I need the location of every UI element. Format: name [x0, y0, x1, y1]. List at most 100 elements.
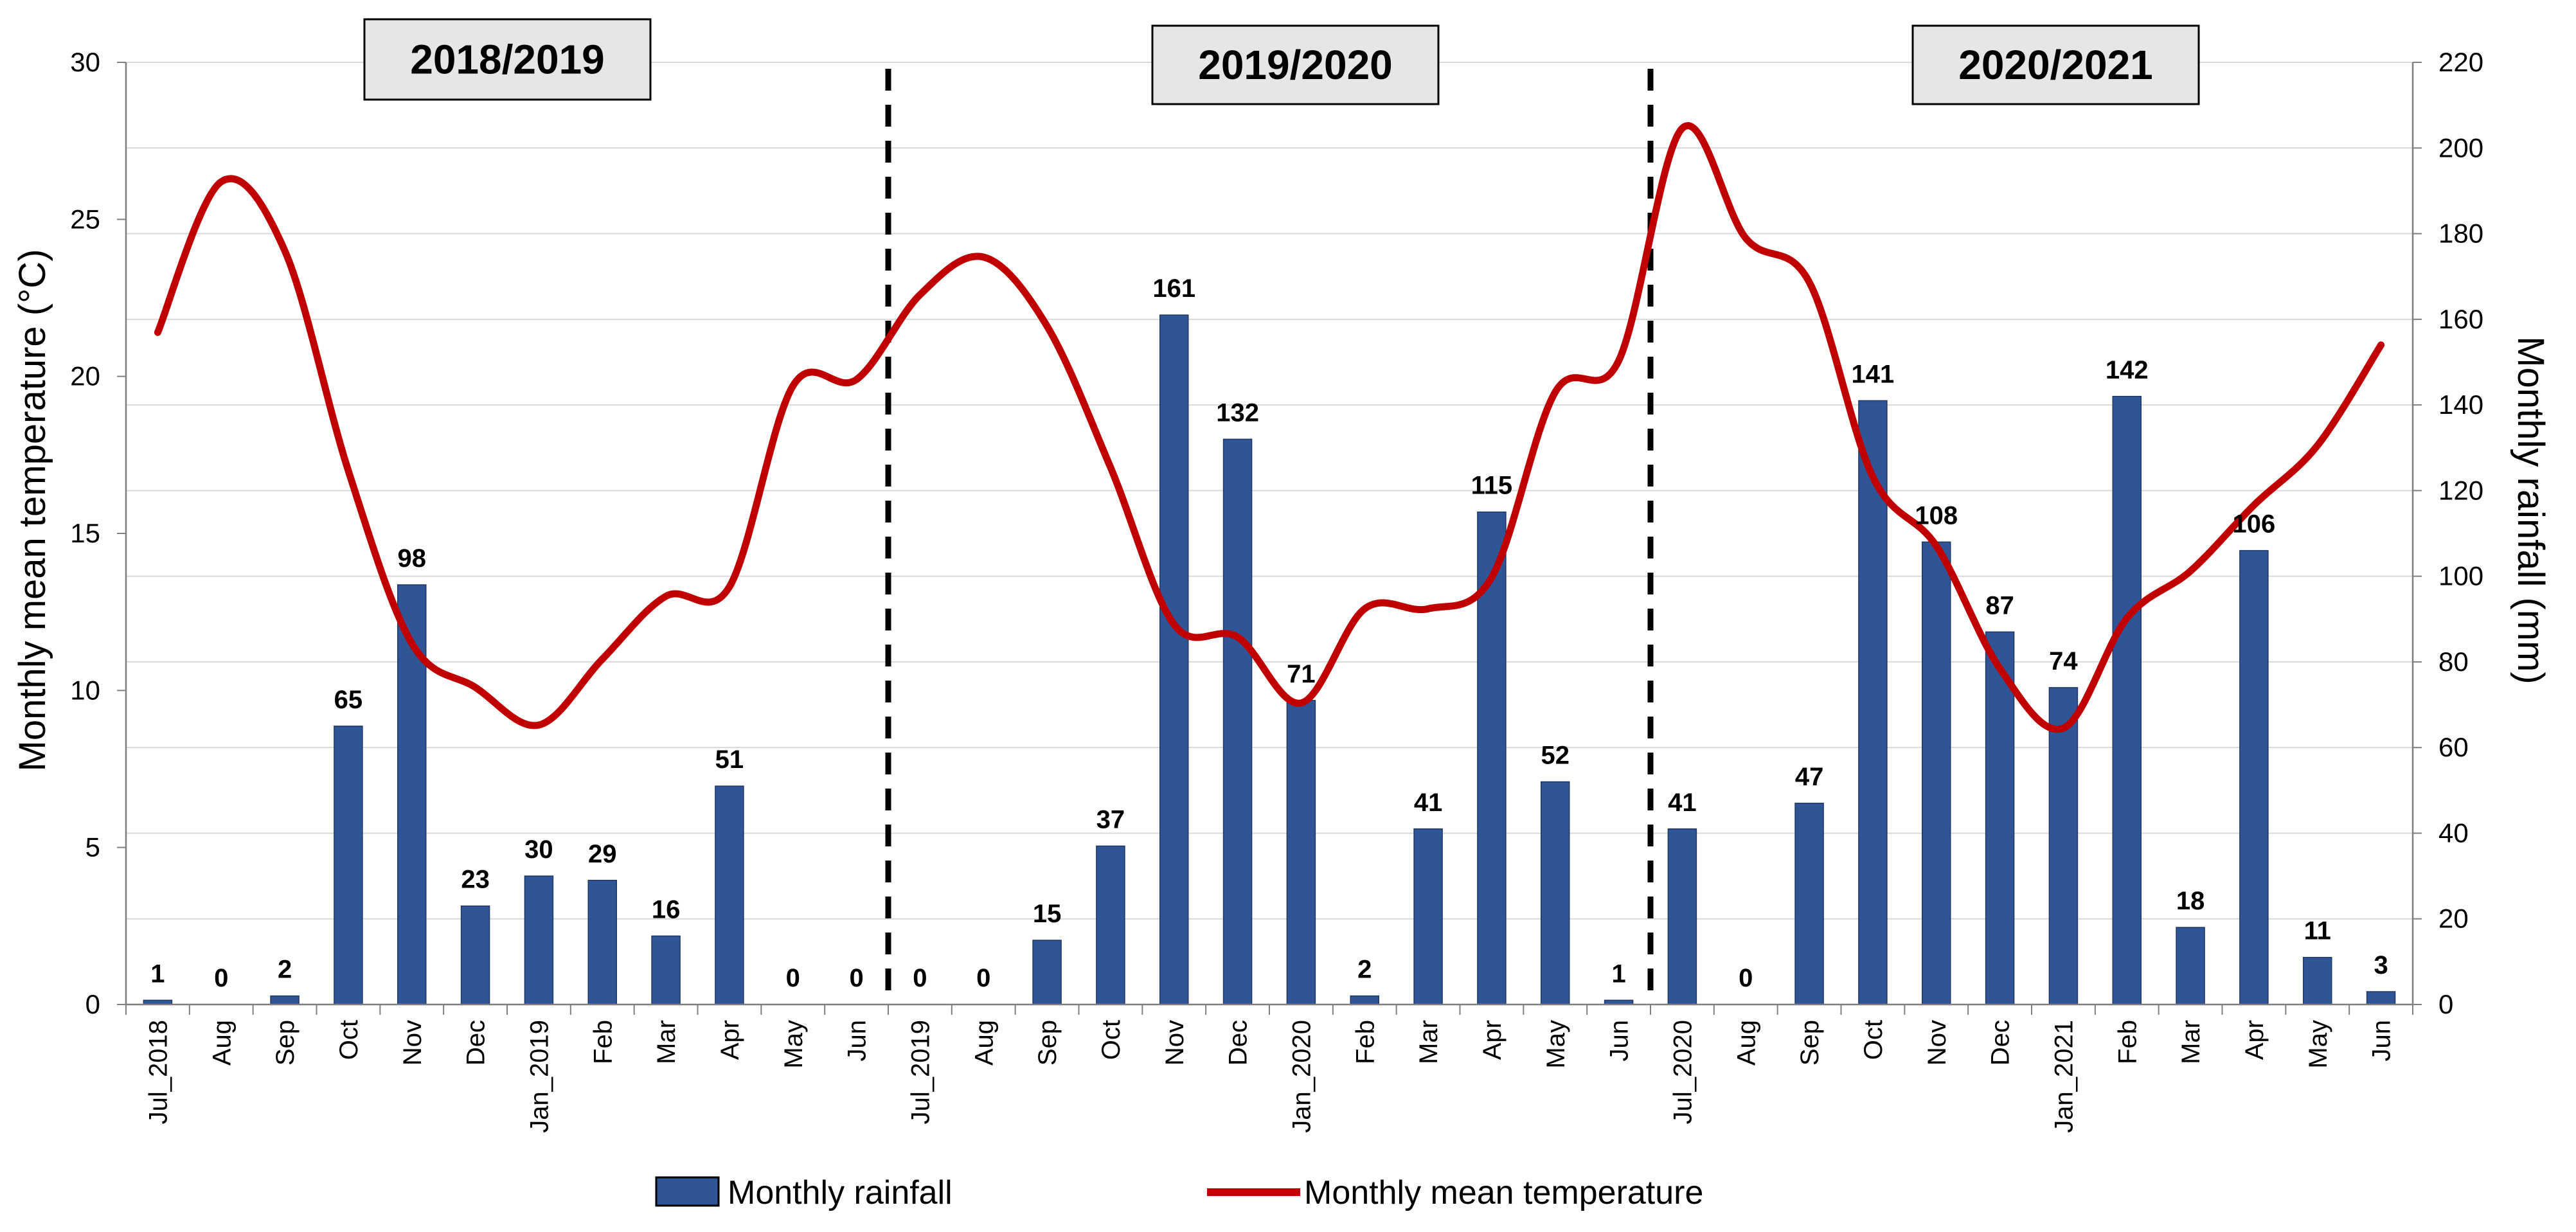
x-tick-label: Aug — [970, 1020, 998, 1066]
temperature-point — [1745, 238, 1746, 239]
axes: 0204060801001201401601802002200510152025… — [70, 47, 2483, 1133]
rainfall-data-label: 23 — [461, 866, 490, 894]
rainfall-data-label: 87 — [1985, 591, 2014, 620]
rainfall-data-label: 29 — [588, 840, 617, 868]
rainfall-data-label: 0 — [786, 964, 800, 992]
season-label: 2018/2019 — [410, 37, 605, 83]
rainfall-bar — [587, 880, 617, 1005]
x-tick-label: Jan_2020 — [1287, 1020, 1316, 1133]
rainfall-bar — [1985, 631, 2015, 1005]
y-right-tick-label: 180 — [2438, 219, 2483, 249]
y-left-tick-label: 5 — [85, 832, 100, 862]
rainfall-bar — [334, 726, 363, 1005]
x-tick-label: Sep — [271, 1020, 300, 1066]
temperature-point — [1999, 668, 2001, 669]
x-tick-label: Dec — [1987, 1020, 2015, 1066]
x-tick-label: Apr — [1478, 1020, 1507, 1060]
rainfall-bar — [1286, 700, 1316, 1005]
temperature-point — [1491, 576, 1492, 578]
y-left-tick-label: 10 — [70, 675, 100, 705]
legend-temperature-label: Monthly mean temperature — [1304, 1174, 1703, 1211]
temperature-point — [2126, 618, 2127, 619]
rainfall-bar — [1541, 781, 1570, 1005]
x-tick-label: Mar — [652, 1020, 681, 1064]
legend: Monthly rainfall Monthly mean temperatur… — [655, 1174, 1703, 1211]
temperature-point — [729, 586, 730, 587]
rainfall-data-label: 0 — [913, 964, 927, 992]
temperature-point — [284, 250, 285, 251]
y-left-tick-label: 0 — [85, 989, 100, 1019]
rainfall-data-label: 1 — [1611, 960, 1625, 988]
season-box — [1151, 24, 1440, 105]
y-right-tick-label: 160 — [2438, 304, 2483, 334]
temperature-point — [348, 470, 349, 471]
x-tick-label: Apr — [716, 1020, 744, 1060]
rainfall-bar — [1350, 995, 1379, 1005]
temperature-point — [1872, 476, 1874, 478]
rainfall-data-label: 141 — [1852, 360, 1895, 388]
rainfall-data-label: 30 — [524, 835, 553, 864]
x-tick-label: Jul_2018 — [144, 1020, 172, 1124]
y-left-tick-label: 25 — [70, 204, 100, 234]
rainfall-bar — [460, 905, 490, 1005]
rainfall-bar — [715, 785, 744, 1005]
y-right-tick-label: 140 — [2438, 389, 2483, 420]
rainfall-bar — [2176, 927, 2205, 1005]
temperature-point — [1809, 281, 1810, 283]
rainfall-data-label: 51 — [715, 745, 744, 774]
temperature-point — [538, 724, 539, 726]
x-tick-label: Sep — [1796, 1020, 1824, 1066]
season-box — [363, 18, 652, 101]
y-right-tick-label: 60 — [2438, 732, 2469, 762]
rainfall-bar — [1667, 828, 1697, 1005]
temperature-line — [154, 122, 2385, 733]
x-tick-label: Aug — [1732, 1020, 1760, 1066]
rainfall-data-label: 47 — [1795, 763, 1824, 791]
rainfall-data-label: 0 — [1739, 964, 1753, 992]
rainfall-data-label: 71 — [1287, 660, 1316, 688]
rainfall-data-label: 2 — [1357, 956, 1372, 984]
rainfall-bar — [1032, 940, 1062, 1005]
temperature-point — [665, 596, 666, 597]
rainfall-bar — [1858, 400, 1888, 1005]
temperature-point — [1681, 128, 1683, 129]
y-right-tick-label: 200 — [2438, 132, 2483, 163]
y-right-tick-label: 20 — [2438, 904, 2469, 934]
temperature-point — [983, 256, 984, 258]
rainfall-bar — [2366, 991, 2396, 1005]
temperature-point — [919, 294, 920, 296]
temperature-point — [856, 379, 857, 380]
x-tick-label: Jul_2020 — [1668, 1020, 1697, 1124]
y-left-axis-title: Monthly mean temperature (°C) — [12, 249, 53, 772]
legend-rainfall-label: Monthly rainfall — [728, 1174, 953, 1211]
rainfall-data-label: 15 — [1033, 900, 1062, 928]
temperature-point — [1618, 360, 1620, 361]
rainfall-bar — [2112, 396, 2142, 1005]
x-tick-label: May — [2304, 1020, 2332, 1069]
temperature-point — [220, 181, 222, 183]
rainfall-data-label: 2 — [278, 956, 292, 984]
rainfall-data-label: 161 — [1152, 274, 1195, 303]
temperature-point — [1237, 636, 1239, 638]
x-tick-label: Nov — [1923, 1020, 1951, 1066]
x-tick-label: Oct — [1859, 1020, 1888, 1060]
rainfall-bar — [270, 995, 300, 1005]
rainfall-data-label: 52 — [1541, 741, 1570, 769]
x-tick-label: Feb — [1351, 1020, 1379, 1064]
rainfall-data-label: 132 — [1216, 398, 1259, 427]
x-tick-label: Aug — [208, 1020, 236, 1066]
temperature-point — [2253, 504, 2255, 506]
rainfall-data-label: 98 — [398, 544, 427, 573]
temperature-point — [1110, 467, 1111, 468]
rainfall-data-label: 0 — [214, 964, 228, 992]
x-tick-label: Jun — [843, 1020, 872, 1062]
temperature-point — [2317, 445, 2318, 446]
x-tick-label: Oct — [335, 1020, 363, 1060]
temperature-point — [475, 686, 476, 688]
rainfall-bar — [2239, 549, 2269, 1005]
x-tick-label: Nov — [398, 1020, 427, 1066]
rainfall-data-label: 108 — [1915, 501, 1958, 530]
temperature-point — [411, 643, 413, 644]
rainfall-data-label: 142 — [2106, 356, 2149, 384]
